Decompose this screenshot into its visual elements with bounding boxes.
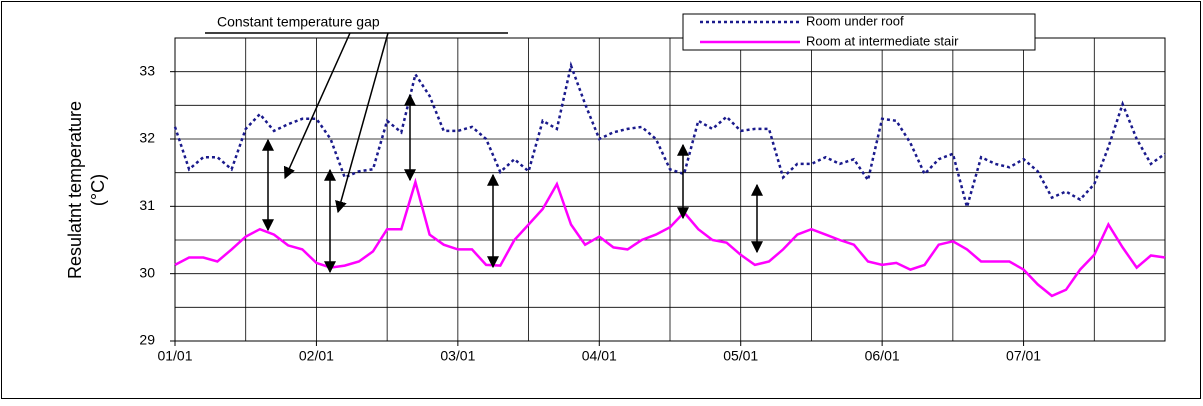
x-tick-label: 05/01 xyxy=(723,348,758,364)
x-tick-label: 02/01 xyxy=(299,348,334,364)
series-line xyxy=(173,61,1166,212)
legend-box xyxy=(682,13,1036,51)
y-tick-label: 32 xyxy=(139,130,155,146)
x-tick-label: 04/01 xyxy=(582,348,617,364)
legend-label: Room under roof xyxy=(806,13,904,28)
annotation: Constant temperature gap xyxy=(217,14,380,30)
x-tick-label: 07/01 xyxy=(1006,348,1041,364)
x-tick-label: 06/01 xyxy=(865,348,900,364)
gap-arrows xyxy=(205,32,763,274)
legend-label: Room at intermediate stair xyxy=(806,33,959,48)
pointer xyxy=(283,32,351,180)
frame xyxy=(1,1,1201,399)
y-axis-label: Resulatnt temperature xyxy=(65,101,85,279)
y-tick-label: 31 xyxy=(139,197,155,213)
series-line xyxy=(174,177,1166,298)
x-tick-label: 01/01 xyxy=(157,348,192,364)
legend: Room under roof Room at intermediate stai… xyxy=(682,13,1036,51)
pointer xyxy=(335,32,389,214)
y-tick-label: 30 xyxy=(139,264,155,280)
y-tick-label: 33 xyxy=(139,62,155,78)
y-tick-label: 29 xyxy=(139,332,155,348)
y-axis-label: (°C) xyxy=(88,174,108,206)
x-tick-label: 03/01 xyxy=(440,348,475,364)
